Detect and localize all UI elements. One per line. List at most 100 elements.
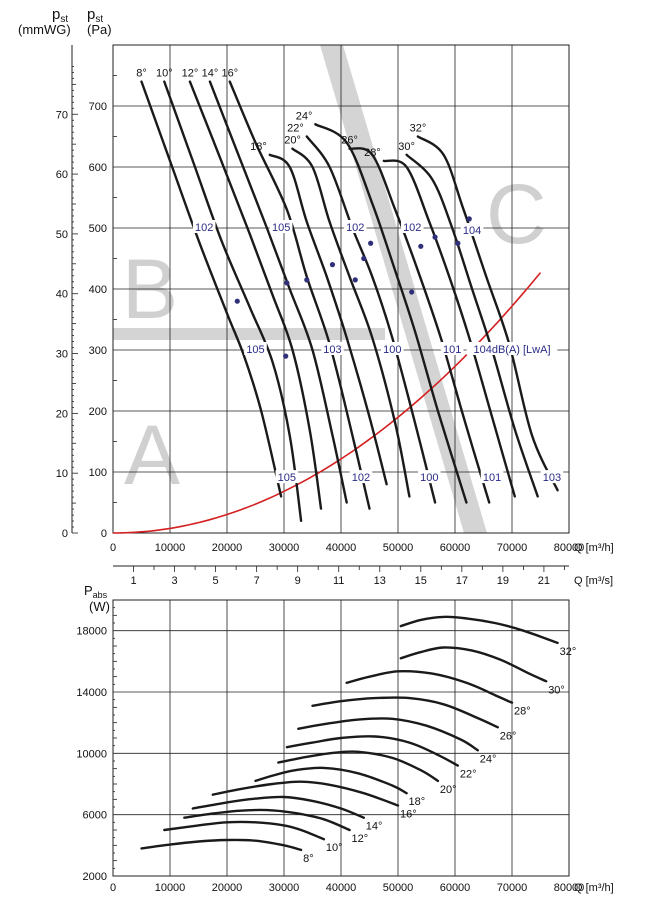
blade-angle-label: 20° [284, 135, 301, 147]
mmwg-tick-label: 20 [56, 408, 68, 420]
blade-angle-label: 10° [156, 68, 173, 80]
noise-label: 102 [195, 222, 213, 234]
noise-label: 102 [403, 222, 421, 234]
power-angle-label: 24° [480, 753, 497, 765]
power-flow-tick-label: 0 [110, 882, 116, 894]
flow-tick-label: 60000 [440, 542, 471, 554]
noise-label-bg [349, 470, 373, 484]
m3s-tick-label: 3 [171, 575, 177, 587]
power-curve-24deg [297, 717, 479, 752]
mmwg-tick-label: 40 [56, 289, 68, 301]
power-angle-label: 16° [400, 808, 417, 820]
power-flow-tick-label: 50000 [383, 882, 414, 894]
noise-label: 105 [278, 472, 296, 484]
pressure-x-ticks: 0 10000 20000 30000 40000 50000 60000 70000 8000… [110, 542, 584, 554]
power-angle-label: 30° [548, 684, 565, 696]
noise-label-bg [466, 342, 558, 355]
mmwg-axis-unit: (mmWG) [18, 22, 71, 37]
blade-angle-label: 26° [341, 135, 358, 147]
flow-tick-label: 30000 [269, 542, 300, 554]
blade-angle-label: 24° [296, 110, 313, 122]
noise-label-bg [381, 342, 404, 355]
flow-tick-label: 80000 [554, 542, 585, 554]
power-angle-label: 28° [514, 706, 531, 718]
efficiency-marker [432, 234, 438, 240]
flow-tick-label: 70000 [497, 542, 528, 554]
power-tick-label: 18000 [76, 626, 107, 638]
power-curve-32deg [399, 615, 559, 645]
blade-angle-label: 14° [202, 68, 219, 80]
power-curve-12deg [183, 808, 351, 832]
noise-label-bg [244, 342, 267, 355]
pa-tick-label: 300 [89, 345, 107, 357]
power-curve-22deg [285, 735, 459, 767]
mmwg-tick-label: 60 [56, 169, 68, 181]
mmwg-tick-label: 0 [62, 528, 68, 540]
noise-label: 102 [346, 222, 364, 234]
noise-label: 100 [383, 344, 401, 356]
zone-label-c: C [486, 167, 547, 261]
power-flow-axis-title: Q [m³/h] [574, 882, 614, 894]
power-angle-label: 32° [560, 646, 577, 658]
power-angle-label: 10° [326, 842, 343, 854]
noise-label: 105 [246, 344, 264, 356]
pa-tick-label: 100 [89, 467, 107, 479]
power-flow-tick-label: 20000 [212, 882, 243, 894]
noise-label: 104dB(A) [LwA] [473, 344, 550, 356]
pressure-curve-10deg [163, 80, 303, 522]
blade-angle-label: 12° [182, 68, 199, 80]
power-flow-tick-label: 30000 [269, 882, 300, 894]
pressure-curve-18deg [268, 153, 388, 486]
mmwg-tick-label: 70 [56, 109, 68, 121]
noise-label: 100 [420, 472, 438, 484]
blade-angle-label: 32° [410, 123, 427, 135]
m3s-tick-label: 11 [333, 575, 344, 587]
pressure-curve-16deg [228, 80, 371, 510]
efficiency-marker [283, 353, 289, 359]
pressure-curve-28deg [382, 159, 516, 498]
power-angle-label: 26° [500, 730, 517, 742]
m3s-tick-label: 7 [254, 575, 260, 587]
pressure-curve-8deg [140, 80, 283, 498]
power-angle-label: 20° [440, 784, 457, 796]
power-flow-tick-label: 70000 [497, 882, 528, 894]
power-curve-18deg [254, 766, 408, 795]
pa-tick-label: 200 [89, 406, 107, 418]
m3s-tick-label: 17 [456, 575, 468, 587]
efficiency-marker [368, 240, 374, 246]
efficiency-marker [361, 255, 367, 262]
power-x-ticks: 0 10000 20000 30000 40000 50000 60000 70000 8000… [110, 882, 584, 894]
power-flow-tick-label: 80000 [554, 882, 585, 894]
flow-tick-label: 10000 [155, 542, 186, 554]
noise-label: 102 [352, 472, 370, 484]
efficiency-marker [418, 243, 424, 249]
power-curve-10deg [163, 820, 326, 841]
noise-label: 105 [272, 222, 290, 234]
pressure-chart: B A C 0102030405060700100200300400500600… [18, 6, 614, 554]
mmwg-axis-title: pst [52, 6, 68, 25]
m3s-ticks: 1 3 5 7 9 11 13 15 17 19 21 [130, 566, 565, 587]
power-curve-14deg [191, 795, 365, 819]
flow-tick-label: 0 [110, 542, 116, 554]
noise-labels: 102 105 102 102 104 105 103 100 101 104dB(A) [LwA… [192, 220, 564, 484]
pa-tick-label: 600 [89, 162, 107, 174]
m3s-tick-label: 9 [295, 575, 301, 587]
efficiency-markers [234, 216, 472, 359]
pressure-curve-30deg [405, 153, 539, 498]
power-tick-label: 14000 [76, 687, 107, 699]
efficiency-marker [304, 277, 310, 283]
m3s-tick-label: 13 [374, 575, 386, 587]
power-curves: 8° 10° 12°14° 16°18° 20°22°24°26° 28° 30° 32° [140, 615, 577, 865]
noise-label-bg [343, 220, 367, 233]
flow-tick-label: 50000 [383, 542, 414, 554]
power-angle-label: 14° [366, 821, 383, 833]
pressure-curve-22deg [305, 135, 437, 504]
efficiency-marker [352, 277, 358, 283]
pa-tick-label: 500 [89, 223, 107, 235]
noise-label-bg [440, 342, 464, 355]
pa-tick-label: 700 [89, 101, 107, 113]
power-y-ticks: 2000 6000 10000 14000 18000 [76, 607, 117, 883]
noise-label: 103 [323, 344, 341, 356]
efficiency-marker [409, 289, 415, 295]
